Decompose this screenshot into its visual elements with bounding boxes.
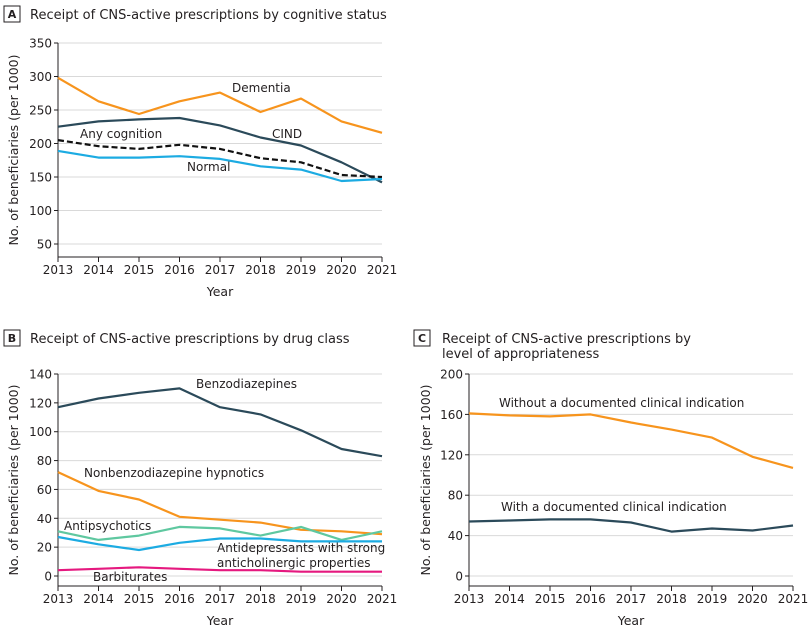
series-line-with-a-documented-clinical-indication xyxy=(468,518,794,533)
x-tick-label: 2018 xyxy=(245,592,276,606)
x-tick-label: 2016 xyxy=(575,592,606,606)
panel-a-badge xyxy=(3,5,21,23)
series-label-with-a-documented-clinical-indication: With a documented clinical indication xyxy=(501,500,727,514)
x-tick-label: 2014 xyxy=(83,263,114,277)
series-label-without-a-documented-clinical-indication: Without a documented clinical indication xyxy=(499,396,744,410)
series-line-benzodiazepines xyxy=(57,387,383,458)
x-axis-label: Year xyxy=(206,613,234,628)
x-tick-label: 2020 xyxy=(737,592,768,606)
x-tick-label: 2021 xyxy=(367,263,398,277)
series-line-dementia xyxy=(57,76,383,134)
panel-b: B Receipt of CNS-active prescriptions by… xyxy=(3,329,397,629)
series-label-any-cognition: Any cognition xyxy=(80,127,162,141)
y-tick-label: 120 xyxy=(440,448,463,462)
x-tick-label: 2013 xyxy=(454,592,485,606)
panel-c: C Receipt of CNS-active prescriptions by… xyxy=(413,329,808,629)
panel-a-plot: 50 100 150 200 250 300 350 2013 2014 2015 2016 2017… xyxy=(6,37,397,300)
series-line-any-cognition xyxy=(57,139,383,179)
x-tick-label: 2019 xyxy=(286,263,317,277)
panel-c-badge xyxy=(413,329,431,347)
y-tick-label: 100 xyxy=(29,204,52,218)
panel-b-badge-label: B xyxy=(8,332,16,345)
series-label-cind: CIND xyxy=(272,127,302,141)
x-tick-label: 2013 xyxy=(43,592,74,606)
x-tick-label: 2019 xyxy=(697,592,728,606)
y-axis-label: No. of beneficiaries (per 1000) xyxy=(6,385,21,576)
series-line-cind xyxy=(57,116,383,184)
series-label-antidepressants-with-strong-anticholinergic-properties-line2: anticholinergic properties xyxy=(217,556,371,570)
y-axis-label: No. of beneficiaries (per 1000) xyxy=(6,55,21,246)
x-tick-label: 2015 xyxy=(535,592,566,606)
panel-b-title: Receipt of CNS-active prescriptions by d… xyxy=(30,332,350,347)
y-tick-label: 80 xyxy=(37,454,52,468)
x-tick-label: 2017 xyxy=(616,592,647,606)
panel-a-badge-label: A xyxy=(8,8,17,21)
series-line-nonbenzodiazepine-hypnotics xyxy=(57,471,383,536)
x-tick-label: 2015 xyxy=(124,263,155,277)
y-tick-label: 40 xyxy=(448,529,463,543)
x-tick-label: 2017 xyxy=(205,263,236,277)
y-tick-label: 350 xyxy=(29,37,52,51)
panel-c-badge-label: C xyxy=(418,332,426,345)
y-tick-label: 80 xyxy=(448,489,463,503)
y-tick-label: 0 xyxy=(44,570,52,584)
y-tick-label: 250 xyxy=(29,104,52,118)
y-tick-label: 100 xyxy=(29,425,52,439)
y-tick-label: 150 xyxy=(29,171,52,185)
panel-a: A Receipt of CNS-active prescriptions by… xyxy=(3,5,397,300)
x-tick-label: 2018 xyxy=(656,592,687,606)
y-tick-label: 0 xyxy=(455,570,463,584)
x-tick-label: 2016 xyxy=(164,592,195,606)
panel-b-plot: 0 20 40 60 80 100 120 140 2013 2014 2015 2016 2017 20… xyxy=(6,368,397,629)
series-line-normal xyxy=(57,149,383,183)
y-tick-label: 160 xyxy=(440,408,463,422)
y-tick-label: 200 xyxy=(440,368,463,382)
y-tick-label: 300 xyxy=(29,70,52,84)
y-tick-label: 20 xyxy=(37,541,52,555)
series-label-antipsychotics: Antipsychotics xyxy=(64,519,151,533)
x-tick-label: 2014 xyxy=(494,592,525,606)
panel-a-title: Receipt of CNS-active prescriptions by c… xyxy=(30,8,387,23)
x-tick-label: 2019 xyxy=(286,592,317,606)
y-axis-label: No. of beneficiaries (per 1000) xyxy=(418,385,433,576)
x-tick-label: 2021 xyxy=(367,592,398,606)
series-line-barbiturates xyxy=(57,566,382,573)
x-tick-label: 2014 xyxy=(83,592,114,606)
x-axis-label: Year xyxy=(206,284,234,299)
panel-c-title-line2: level of appropriateness xyxy=(442,347,599,362)
series-line-antidepressants-with-strong-anticholinergic-properties xyxy=(57,535,382,552)
series-label-antidepressants-with-strong-anticholinergic-properties: Antidepressants with strong xyxy=(217,541,385,555)
series-label-benzodiazepines: Benzodiazepines xyxy=(196,377,297,391)
y-tick-label: 140 xyxy=(29,368,52,382)
x-tick-label: 2021 xyxy=(778,592,809,606)
series-label-dementia: Dementia xyxy=(232,81,291,95)
y-tick-label: 40 xyxy=(37,512,52,526)
x-tick-label: 2017 xyxy=(205,592,236,606)
x-tick-label: 2018 xyxy=(245,263,276,277)
series-label-normal: Normal xyxy=(187,160,230,174)
panel-c-title-line1: Receipt of CNS-active prescriptions by xyxy=(442,332,691,347)
x-tick-label: 2020 xyxy=(326,592,357,606)
x-tick-label: 2015 xyxy=(124,592,155,606)
series-line-antipsychotics xyxy=(57,525,383,542)
y-tick-label: 120 xyxy=(29,396,52,410)
x-tick-label: 2020 xyxy=(326,263,357,277)
y-tick-label: 60 xyxy=(37,483,52,497)
x-axis-label: Year xyxy=(617,613,645,628)
x-tick-label: 2016 xyxy=(164,263,195,277)
y-tick-label: 50 xyxy=(37,238,52,252)
x-tick-label: 2013 xyxy=(43,263,74,277)
series-label-barbiturates: Barbiturates xyxy=(93,570,167,584)
y-tick-label: 200 xyxy=(29,137,52,151)
series-label-nonbenzodiazepine-hypnotics: Nonbenzodiazepine hypnotics xyxy=(84,466,264,480)
panel-b-badge xyxy=(3,329,21,347)
panel-c-plot: 0 40 80 120 160 200 2013 2014 2015 2016 2017 2018 20… xyxy=(418,368,808,629)
series-line-without-a-documented-clinical-indication xyxy=(468,412,794,469)
